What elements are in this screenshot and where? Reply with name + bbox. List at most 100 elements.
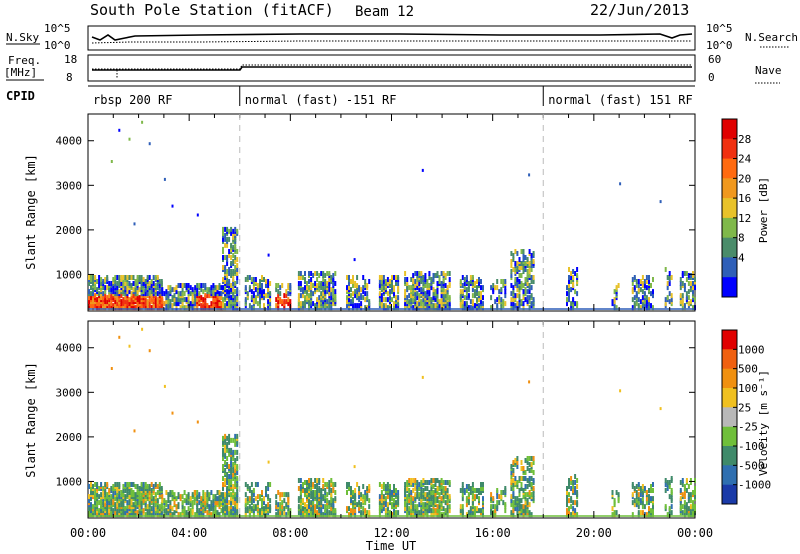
range-cell	[179, 297, 182, 303]
range-cell	[692, 285, 694, 291]
range-cell	[312, 283, 315, 288]
range-cell	[648, 301, 650, 307]
range-cell	[248, 275, 251, 280]
range-cell	[516, 287, 519, 293]
range-cell	[444, 494, 447, 500]
range-cell	[416, 285, 419, 291]
range-cell	[310, 478, 313, 483]
range-cell	[393, 502, 395, 508]
range-cell	[352, 297, 354, 303]
range-cell	[471, 281, 474, 286]
range-cell	[254, 295, 257, 301]
range-cell	[574, 301, 577, 307]
range-cell	[406, 277, 409, 282]
range-cell	[122, 279, 125, 284]
range-cell	[328, 510, 331, 516]
range-cell	[576, 484, 579, 489]
colorbar-tick-label: 16	[738, 192, 751, 205]
range-cell	[356, 502, 359, 508]
range-cell	[132, 275, 135, 280]
range-cell	[358, 490, 361, 495]
range-cell	[234, 269, 237, 274]
range-cell	[572, 484, 575, 489]
range-cell	[163, 291, 166, 297]
range-cell	[226, 435, 229, 441]
y-tick-label: 3000	[56, 179, 83, 192]
range-cell	[664, 301, 667, 307]
range-cell	[512, 460, 515, 465]
range-cell	[348, 486, 350, 491]
range-cell	[414, 297, 417, 303]
range-cell	[126, 492, 129, 498]
range-cell	[183, 291, 186, 297]
range-cell	[234, 508, 237, 514]
range-cell	[666, 480, 669, 485]
range-cell	[226, 510, 229, 516]
range-cell	[106, 275, 109, 280]
range-cell	[384, 484, 387, 489]
range-cell	[124, 494, 127, 500]
range-cell	[346, 506, 348, 512]
range-cell	[352, 303, 354, 309]
range-cell	[512, 482, 515, 487]
range-cell	[422, 281, 425, 286]
range-cell	[148, 349, 151, 353]
range-cell	[378, 291, 381, 297]
range-cell	[666, 295, 669, 301]
range-cell	[226, 476, 229, 481]
range-cell	[386, 502, 389, 508]
range-cell	[681, 293, 684, 299]
range-cell	[314, 303, 317, 309]
range-cell	[348, 275, 350, 280]
range-cell	[106, 504, 109, 510]
x-tick-label: 04:00	[171, 526, 207, 540]
range-cell	[148, 142, 151, 146]
range-cell	[256, 500, 259, 506]
range-cell	[165, 500, 168, 506]
range-cell	[645, 305, 648, 311]
range-cell	[216, 301, 219, 307]
range-cell	[210, 504, 213, 510]
range-cell	[393, 301, 395, 307]
range-cell	[414, 478, 417, 483]
y-tick-label: 1000	[56, 268, 83, 281]
range-cell	[670, 504, 673, 510]
range-cell	[364, 490, 367, 495]
range-cell	[297, 285, 300, 291]
range-cell	[576, 291, 579, 297]
range-cell	[512, 504, 515, 510]
range-cell	[90, 486, 92, 491]
range-cell	[116, 502, 119, 508]
range-cell	[224, 433, 227, 439]
range-cell	[520, 486, 523, 491]
range-cell	[285, 299, 288, 305]
range-cell	[438, 299, 441, 305]
range-cell	[259, 303, 261, 309]
range-cell	[574, 474, 577, 479]
range-cell	[362, 289, 365, 295]
range-cell	[512, 289, 515, 295]
range-cell	[320, 508, 323, 514]
range-cell	[154, 506, 157, 512]
range-cell	[410, 285, 413, 291]
range-cell	[422, 275, 425, 280]
range-cell	[424, 273, 427, 278]
range-cell	[146, 285, 149, 291]
range-cell	[138, 496, 141, 502]
range-cell	[320, 488, 323, 493]
range-cell	[122, 484, 125, 489]
range-cell	[350, 293, 352, 299]
range-cell	[196, 502, 199, 508]
range-cell	[364, 494, 367, 500]
range-cell	[326, 271, 329, 276]
range-cell	[516, 301, 519, 307]
range-cell	[524, 470, 527, 475]
range-cell	[406, 502, 409, 508]
range-cell	[98, 508, 101, 514]
range-cell	[230, 269, 233, 274]
range-cell	[173, 510, 176, 516]
range-cell	[226, 293, 229, 299]
range-cell	[104, 496, 107, 502]
range-cell	[214, 504, 217, 510]
